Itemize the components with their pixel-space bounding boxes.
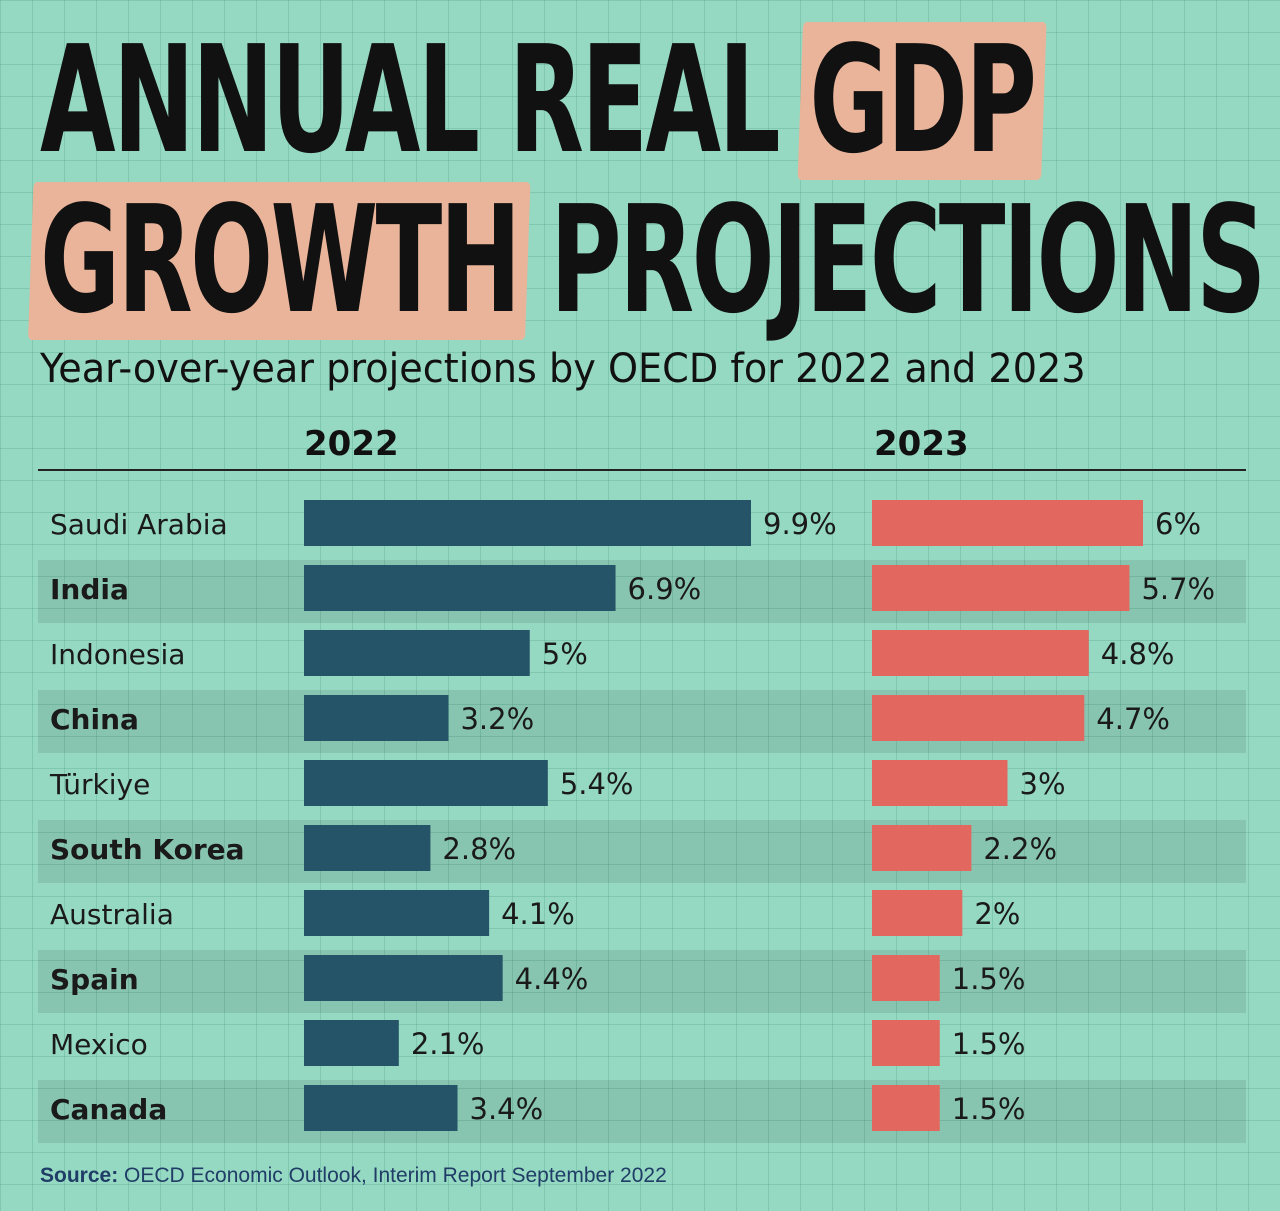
value-label-2023-mexico: 1.5%	[952, 1027, 1026, 1061]
source-text: OECD Economic Outlook, Interim Report Se…	[118, 1164, 667, 1187]
value-label-2023-turkiye: 3%	[1020, 767, 1066, 801]
bar-2023-mexico	[872, 1020, 940, 1066]
country-label-mexico: Mexico	[50, 1028, 148, 1061]
value-label-2022-canada: 3.4%	[470, 1092, 544, 1126]
country-label-turkiye: Türkiye	[49, 768, 150, 801]
bar-2023-south-korea	[872, 825, 972, 871]
value-label-2023-south-korea: 2.2%	[983, 832, 1057, 866]
bar-2023-indonesia	[872, 630, 1089, 676]
chart-title-line-2: GROWTH PROJECTIONS	[40, 186, 1266, 334]
country-label-south-korea: South Korea	[50, 833, 245, 866]
title-part-annual-real: ANNUAL REAL	[40, 14, 810, 186]
row-band-spain	[38, 950, 1246, 1013]
value-label-2023-saudi-arabia: 6%	[1155, 507, 1201, 541]
title-part-projections: PROJECTIONS	[518, 174, 1266, 346]
value-label-2023-india: 5.7%	[1141, 572, 1215, 606]
source-note: Source: OECD Economic Outlook, Interim R…	[40, 1164, 667, 1188]
row-band-canada	[38, 1080, 1246, 1143]
value-label-2022-mexico: 2.1%	[411, 1027, 485, 1061]
bar-2022-mexico	[304, 1020, 399, 1066]
bar-2022-canada	[304, 1085, 458, 1131]
bar-2022-australia	[304, 890, 490, 936]
bar-2022-indonesia	[304, 630, 530, 676]
value-label-2022-india: 6.9%	[628, 572, 702, 606]
bar-2022-china	[304, 695, 449, 741]
bar-2023-spain	[872, 955, 940, 1001]
chart-title-line-1: ANNUAL REAL GDP	[40, 26, 1037, 174]
bar-2023-australia	[872, 890, 963, 936]
bar-2022-south-korea	[304, 825, 431, 871]
country-label-indonesia: Indonesia	[50, 638, 185, 671]
title-highlight-growth: GROWTH	[40, 174, 521, 346]
bar-2022-spain	[304, 955, 503, 1001]
bar-2022-saudi-arabia	[304, 500, 751, 546]
title-highlight-gdp: GDP	[809, 14, 1037, 186]
bar-2023-india	[872, 565, 1130, 611]
bar-2022-india	[304, 565, 616, 611]
value-label-2023-spain: 1.5%	[952, 962, 1026, 996]
country-label-india: India	[50, 573, 129, 606]
value-label-2023-australia: 2%	[974, 897, 1020, 931]
bar-2023-canada	[872, 1085, 940, 1131]
value-label-2022-spain: 4.4%	[515, 962, 589, 996]
country-label-spain: Spain	[50, 963, 139, 996]
country-label-australia: Australia	[50, 898, 174, 931]
bar-2023-saudi-arabia	[872, 500, 1143, 546]
column-header-2023: 2023	[874, 424, 969, 464]
value-label-2022-china: 3.2%	[460, 702, 534, 736]
row-band-south-korea	[38, 820, 1246, 883]
column-header-2022: 2022	[304, 424, 399, 464]
value-label-2022-south-korea: 2.8%	[442, 832, 516, 866]
value-label-2023-indonesia: 4.8%	[1101, 637, 1175, 671]
value-label-2022-indonesia: 5%	[542, 637, 588, 671]
country-label-canada: Canada	[50, 1093, 167, 1126]
country-label-saudi-arabia: Saudi Arabia	[50, 508, 228, 541]
value-label-2023-canada: 1.5%	[952, 1092, 1026, 1126]
value-label-2023-china: 4.7%	[1096, 702, 1170, 736]
value-label-2022-australia: 4.1%	[501, 897, 575, 931]
value-label-2022-saudi-arabia: 9.9%	[763, 507, 837, 541]
value-label-2022-turkiye: 5.4%	[560, 767, 634, 801]
source-label: Source:	[40, 1164, 119, 1187]
country-label-china: China	[50, 703, 139, 736]
chart-subtitle: Year-over-year projections by OECD for 2…	[40, 346, 1086, 392]
bar-2022-turkiye	[304, 760, 548, 806]
bar-2023-china	[872, 695, 1085, 741]
bar-2023-turkiye	[872, 760, 1008, 806]
header-divider	[38, 469, 1246, 471]
